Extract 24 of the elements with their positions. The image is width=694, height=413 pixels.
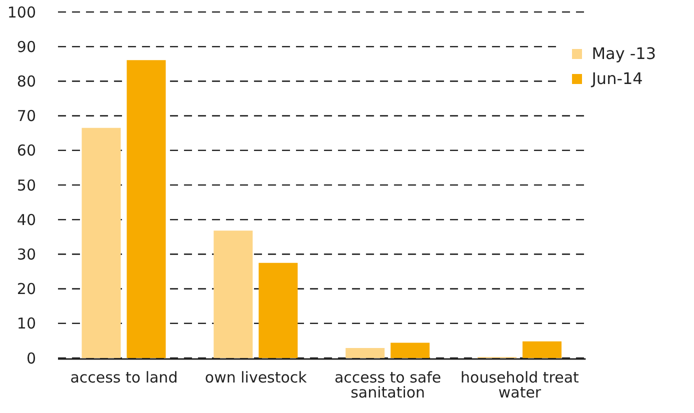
bar	[214, 230, 253, 358]
y-tick-label: 50	[16, 176, 36, 194]
y-tick-label: 100	[7, 3, 36, 22]
x-tick-label: household treat water	[460, 368, 580, 402]
bar	[390, 342, 430, 358]
y-tick-label: 0	[26, 349, 36, 368]
y-tick-label: 40	[16, 210, 36, 229]
bar	[82, 128, 121, 358]
bar	[258, 262, 298, 358]
x-tick-label: access to safe sanitation	[334, 368, 442, 402]
y-tick-label: 60	[16, 142, 36, 160]
x-tick-label: own livestock	[204, 368, 308, 387]
legend-label: May -13	[592, 44, 656, 63]
y-tick-label: 20	[16, 280, 36, 298]
bar	[346, 348, 385, 358]
y-tick-label: 10	[16, 314, 36, 333]
y-tick-label: 70	[16, 107, 36, 126]
y-tick-label: 80	[16, 72, 36, 91]
y-tick-label: 30	[16, 246, 36, 264]
legend-label: Jun-14	[592, 69, 643, 88]
bar	[522, 341, 562, 358]
bar	[126, 60, 166, 358]
x-tick-label: access to land	[70, 368, 178, 387]
y-tick-label: 90	[16, 38, 36, 56]
